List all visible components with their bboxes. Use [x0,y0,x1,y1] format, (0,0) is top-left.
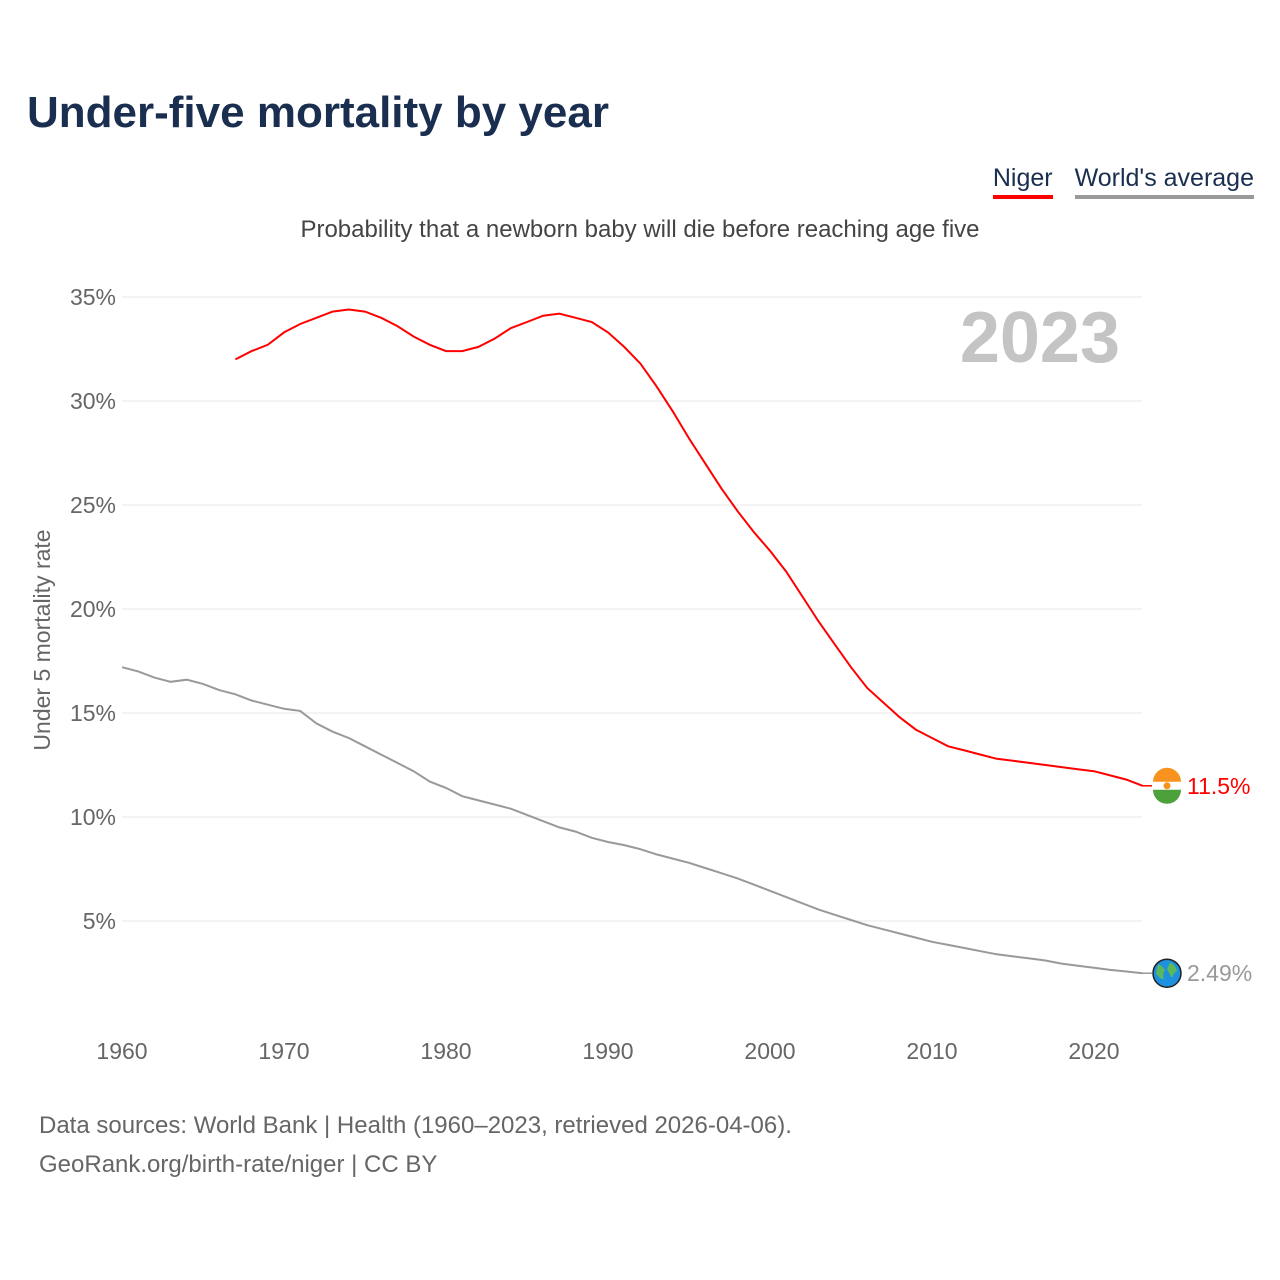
x-tick-label: 1990 [582,1038,633,1064]
x-tick-label: 2010 [906,1038,957,1064]
y-tick-label: 20% [70,596,116,622]
y-tick-label: 25% [70,492,116,518]
y-axis-label: Under 5 mortality rate [29,529,55,750]
y-tick-label: 5% [83,908,116,934]
globe-land [1156,962,1177,980]
series-line-world [121,666,1143,975]
x-tick-label: 2020 [1068,1038,1119,1064]
x-tick-label: 1960 [96,1038,147,1064]
chart-title: Under-five mortality by year [27,88,609,137]
source-note: Data sources: World Bank | Health (1960–… [39,1106,792,1184]
x-tick-label: 2000 [744,1038,795,1064]
legend-niger[interactable]: Niger [992,164,1053,199]
y-tick-label: 35% [70,284,116,310]
legend-world[interactable]: World's average [1074,164,1254,199]
x-tick-label: 1980 [420,1038,471,1064]
chart-subtitle: Probability that a newborn baby will die… [300,216,980,243]
y-tick-label: 30% [70,388,116,414]
flag-sun [1163,782,1171,790]
flag-stripe [1153,789,1181,804]
x-tick-label: 1970 [258,1038,309,1064]
end-value-label: 11.5% [1187,773,1251,799]
y-tick-label: 15% [70,700,116,726]
legend: Niger World's average [992,164,1254,199]
year-label: 2023 [960,298,1120,378]
source-line-1: Data sources: World Bank | Health (1960–… [39,1112,792,1139]
end-value-label: 2.49% [1187,960,1252,986]
series-line-niger [234,308,1143,787]
y-tick-label: 10% [70,804,116,830]
source-line-2[interactable]: GeoRank.org/birth-rate/niger | CC BY [39,1151,438,1178]
flag-stripe [1153,767,1181,782]
